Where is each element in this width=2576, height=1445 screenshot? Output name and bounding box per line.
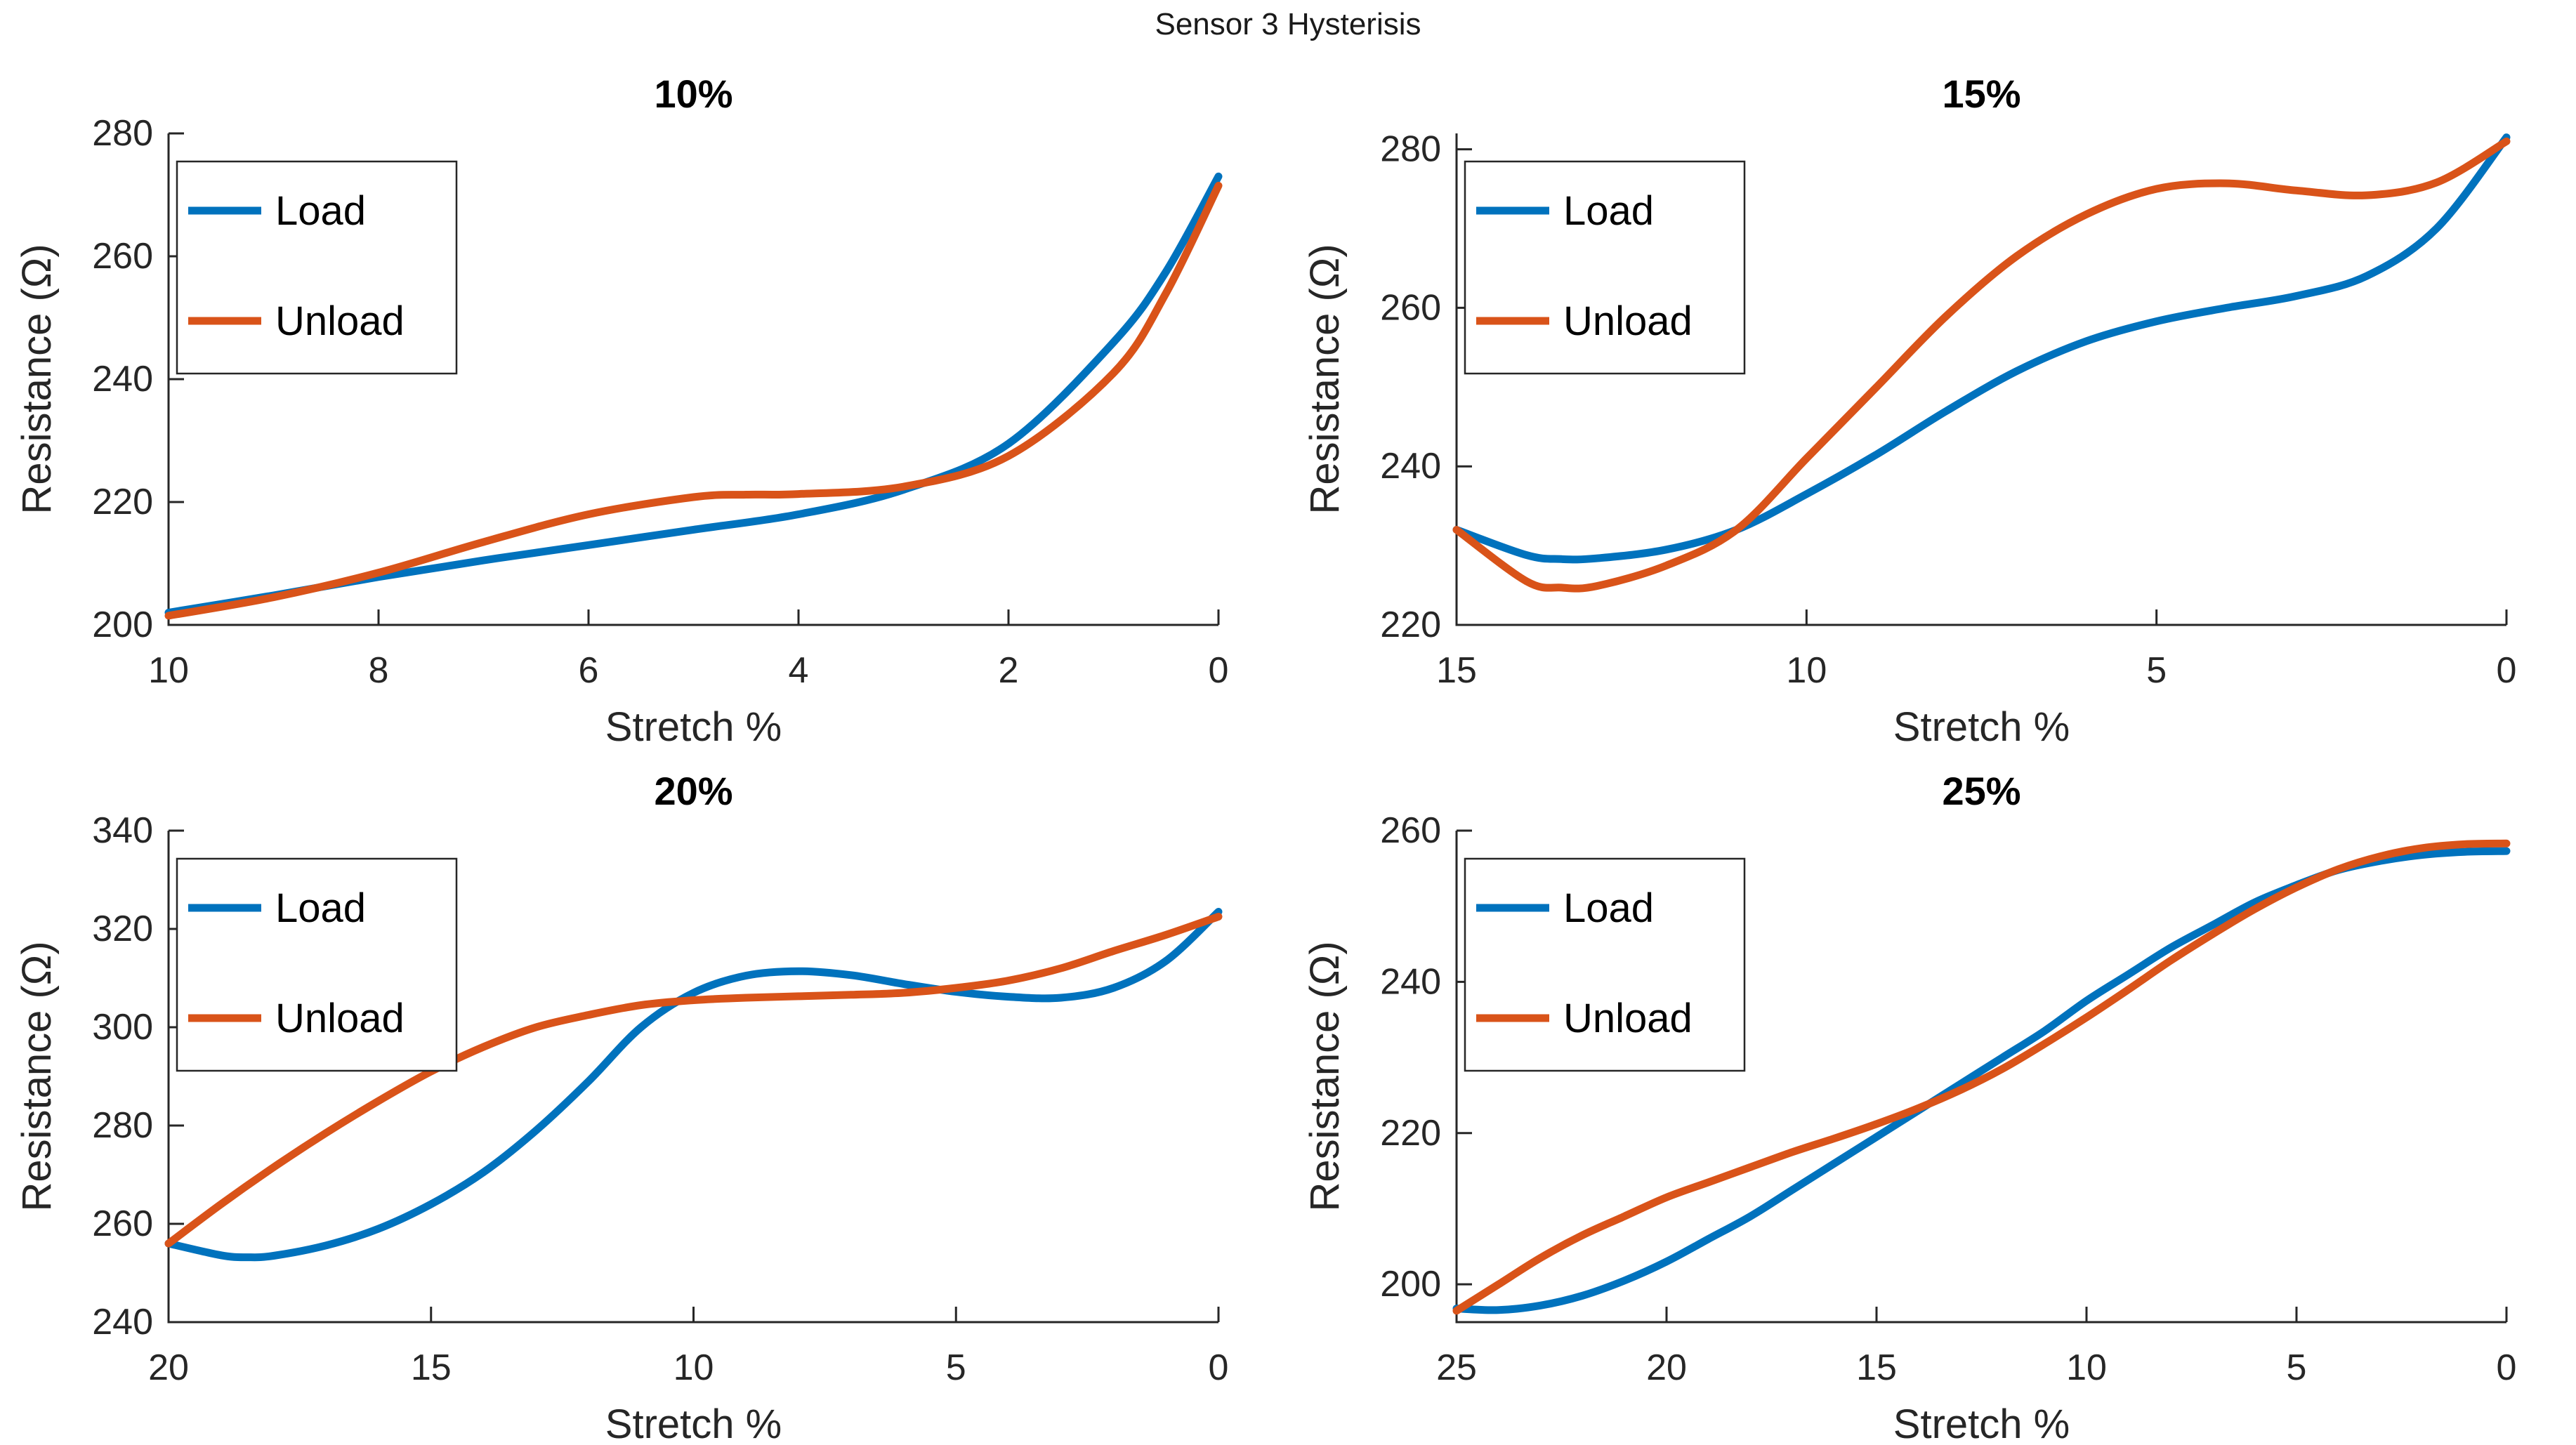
y-axis: 200 220 240 260 280 (92, 113, 184, 645)
x-axis: 10 8 6 4 2 0 (148, 609, 1228, 691)
x-axis-label: Stretch % (605, 1401, 782, 1445)
legend-unload-label: Unload (275, 298, 405, 344)
y-axis-label: Resistance (Ω) (14, 941, 60, 1211)
x-tick-label: 0 (1209, 650, 1229, 691)
subplot-title: 25% (1942, 769, 2020, 813)
x-tick-label: 5 (2146, 650, 2167, 691)
legend: Load Unload (1464, 160, 1746, 375)
x-tick-label: 4 (789, 650, 809, 691)
x-axis: 25 20 15 10 5 0 (1436, 1307, 2516, 1388)
legend: Load Unload (1464, 857, 1746, 1072)
x-tick-label: 0 (2497, 650, 2517, 691)
x-tick-label: 25 (1436, 1347, 1477, 1388)
subplot-title: 15% (1942, 72, 2020, 116)
load-curve (164, 908, 1223, 1262)
y-tick-label: 340 (92, 810, 153, 851)
chart-svg-20-percent: 20 15 10 5 0 240 260 280 300 320 340 20% Stretch % Re… (14, 769, 1228, 1445)
y-tick-label: 220 (1380, 605, 1441, 645)
x-axis-label: Stretch % (1893, 704, 2070, 748)
y-tick-label: 260 (1380, 810, 1441, 851)
unload-curve (1452, 137, 2511, 593)
x-axis-label: Stretch % (1893, 1401, 2070, 1445)
y-tick-label: 200 (1380, 1264, 1441, 1305)
y-tick-label: 260 (92, 1203, 153, 1244)
x-tick-label: 10 (2066, 1347, 2107, 1388)
x-tick-label: 10 (1786, 650, 1827, 691)
load-curve (1452, 133, 2511, 564)
y-tick-label: 280 (92, 1105, 153, 1146)
y-tick-label: 300 (92, 1007, 153, 1048)
legend-load-label: Load (1563, 188, 1654, 234)
x-tick-label: 8 (369, 650, 389, 691)
legend-unload-label: Unload (1563, 298, 1693, 344)
y-axis-label: Resistance (Ω) (14, 244, 60, 514)
y-tick-label: 200 (92, 605, 153, 645)
x-tick-label: 10 (148, 650, 189, 691)
legend-unload-label: Unload (1563, 996, 1693, 1041)
legend-unload-label: Unload (275, 996, 405, 1041)
x-axis: 20 15 10 5 0 (148, 1307, 1228, 1388)
y-tick-label: 220 (92, 482, 153, 522)
y-tick-label: 280 (1380, 129, 1441, 170)
legend-load-label: Load (275, 188, 366, 234)
y-tick-label: 320 (92, 909, 153, 949)
subplot-title: 20% (654, 769, 732, 813)
x-tick-label: 15 (1436, 650, 1477, 691)
legend-load-label: Load (275, 885, 366, 931)
y-axis-label: Resistance (Ω) (1302, 941, 1348, 1211)
subplot-title: 10% (654, 72, 732, 116)
chart-svg-15-percent: 15 10 5 0 220 240 260 280 15% Stretch % Resistance… (1302, 72, 2516, 748)
y-tick-label: 240 (92, 359, 153, 400)
y-tick-label: 240 (1380, 961, 1441, 1002)
subplot-10-percent: 10 8 6 4 2 0 200 220 240 260 280 10% Stretch % Resist… (0, 53, 1288, 748)
y-axis-label: Resistance (Ω) (1302, 244, 1348, 514)
x-tick-label: 5 (2287, 1347, 2307, 1388)
legend-load-label: Load (1563, 885, 1654, 931)
legend: Load Unload (176, 160, 458, 375)
x-tick-label: 10 (673, 1347, 714, 1388)
subplot-20-percent: 20 15 10 5 0 240 260 280 300 320 340 20% Stretch % Re… (0, 750, 1288, 1445)
unload-curve (164, 913, 1223, 1248)
y-tick-label: 280 (92, 113, 153, 154)
x-tick-label: 0 (1209, 1347, 1229, 1388)
x-tick-label: 5 (946, 1347, 966, 1388)
legend: Load Unload (176, 857, 458, 1072)
y-tick-label: 220 (1380, 1113, 1441, 1154)
x-tick-label: 20 (1646, 1347, 1687, 1388)
chart-svg-10-percent: 10 8 6 4 2 0 200 220 240 260 280 10% Stretch % Resist… (14, 72, 1228, 748)
y-axis: 220 240 260 280 (1380, 129, 1472, 645)
x-tick-label: 6 (579, 650, 599, 691)
unload-curve (164, 181, 1223, 620)
x-tick-label: 15 (1856, 1347, 1897, 1388)
y-axis: 200 220 240 260 (1380, 810, 1472, 1305)
unload-curve (1452, 839, 2511, 1315)
y-tick-label: 240 (1380, 446, 1441, 487)
x-tick-label: 15 (411, 1347, 452, 1388)
y-tick-label: 240 (92, 1302, 153, 1342)
subplot-25-percent: 25 20 15 10 5 0 200 220 240 260 25% Stretch % Resist… (1288, 750, 2576, 1445)
x-tick-label: 20 (148, 1347, 189, 1388)
chart-svg-25-percent: 25 20 15 10 5 0 200 220 240 260 25% Stretch % Resist… (1302, 769, 2516, 1445)
y-axis: 240 260 280 300 320 340 (92, 810, 184, 1342)
subplot-15-percent: 15 10 5 0 220 240 260 280 15% Stretch % Resistance… (1288, 53, 2576, 748)
x-axis-label: Stretch % (605, 704, 782, 748)
y-tick-label: 260 (1380, 287, 1441, 328)
x-tick-label: 0 (2497, 1347, 2517, 1388)
x-tick-label: 2 (999, 650, 1019, 691)
figure-title: Sensor 3 Hysterisis (1155, 7, 1421, 41)
x-axis: 15 10 5 0 (1436, 609, 2516, 691)
y-tick-label: 260 (92, 236, 153, 277)
